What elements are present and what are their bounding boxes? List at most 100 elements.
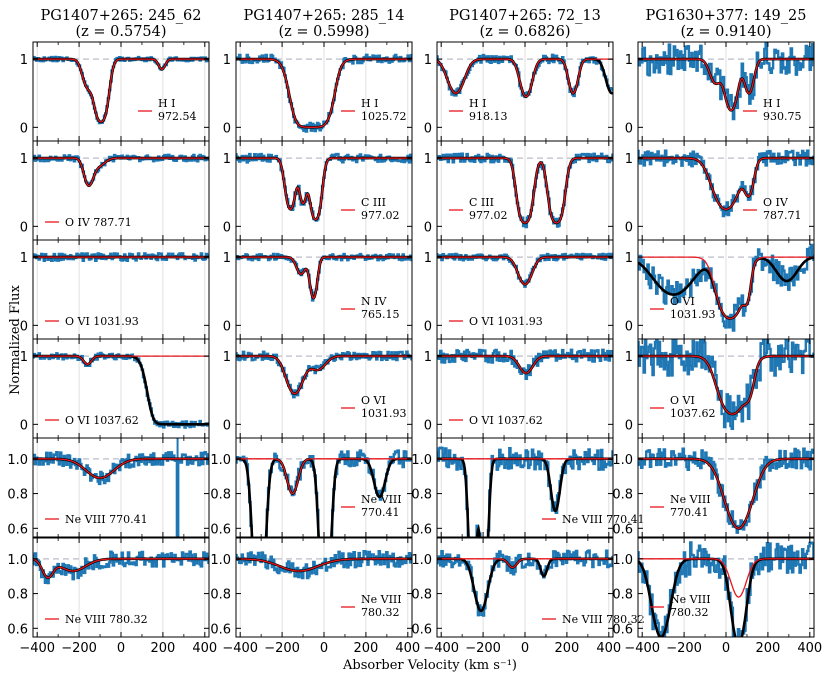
x-tick-label: 400 (596, 641, 621, 656)
x-axis-label: Absorber Velocity (km s⁻¹) (342, 658, 517, 673)
y-tick-label: 0.8 (210, 588, 231, 603)
y-tick-label: 0 (625, 220, 633, 235)
component-model (437, 355, 613, 374)
y-tick-label: 1 (625, 152, 633, 167)
component-model (33, 558, 209, 579)
spectrum-panel: 0 1 O VI 1031.93 (20, 239, 210, 340)
spectrum-panel: 0 1 C III 977.02 (424, 140, 614, 241)
y-tick-label: 0 (625, 121, 633, 136)
component-model (236, 355, 412, 395)
y-tick-label: 1.0 (411, 553, 432, 568)
spectrum-panel: 0.6 0.8 1.0 −400 −200 0 200 400 Ne VIII 780.32 (210, 537, 420, 656)
ion-label: H I 918.13 (469, 97, 508, 123)
spectrum-panel: 0 1 H I 1025.72 (223, 41, 413, 142)
x-tick-label: 0 (117, 641, 125, 656)
y-tick-label: 0.6 (210, 622, 231, 637)
ion-label: O VI 1037.62 (670, 394, 716, 420)
column-redshift: (z = 0.6826) (479, 24, 570, 40)
spectrum-panel: 0.6 0.8 1.0 Ne VIII 770.41 (612, 437, 815, 538)
y-tick-label: 1 (223, 350, 231, 365)
spectrum-panel: 0.6 0.8 1.0 Ne VIII 770.41 (411, 437, 645, 538)
ion-label: O VI 1031.93 (361, 394, 407, 420)
y-tick-label: 0 (424, 121, 432, 136)
x-tick-label: 400 (395, 641, 420, 656)
y-tick-label: 0 (20, 121, 28, 136)
y-tick-label: 0.6 (411, 622, 432, 637)
component-model (33, 58, 209, 123)
spectrum-panel: 0.6 0.8 1.0 Ne VIII 770.41 (210, 437, 413, 538)
component-model (437, 58, 613, 98)
y-tick-label: 1 (20, 53, 28, 68)
spectrum-panel: 0.6 0.8 1.0 −400 −200 0 200 400 Ne VIII 780.32 (411, 537, 645, 656)
x-tick-label: 200 (150, 641, 175, 656)
spectrum-panel: 0 1 O IV 787.71 (625, 140, 815, 241)
component-model (437, 256, 613, 286)
y-tick-label: 0.6 (411, 522, 432, 537)
component-model (638, 157, 814, 210)
spectrum-panel: 0 1 C III 977.02 (223, 140, 413, 241)
y-tick-label: 1.0 (411, 453, 432, 468)
spectrum-panel: 0 1 O VI 1037.62 (424, 338, 614, 439)
spectrum-panel: 0 1 N IV 765.15 (223, 239, 413, 340)
x-tick-label: 400 (797, 641, 822, 656)
ion-label: Ne VIII 780.32 (65, 613, 148, 626)
component-model (638, 355, 814, 415)
ion-label: H I 1025.72 (361, 97, 407, 123)
y-axis-label: Normalized Flux (8, 284, 23, 394)
ion-label: N IV 765.15 (361, 295, 400, 321)
y-tick-label: 0 (223, 121, 231, 136)
y-tick-label: 0 (625, 319, 633, 334)
y-tick-label: 1 (223, 53, 231, 68)
y-tick-label: 1 (625, 350, 633, 365)
x-tick-label: 0 (521, 641, 529, 656)
y-tick-label: 0.8 (7, 488, 28, 503)
y-tick-label: 1 (223, 251, 231, 266)
component-model (33, 157, 209, 187)
component-model (638, 458, 814, 529)
y-tick-label: 0 (223, 220, 231, 235)
y-tick-label: 1 (223, 152, 231, 167)
component-model (638, 256, 814, 320)
data-spectrum (437, 348, 613, 380)
spectrum-panel: 0 1 O VI 1037.62 (625, 338, 815, 439)
component-model (236, 458, 412, 495)
y-tick-label: 1.0 (210, 553, 231, 568)
ion-label: O VI 1031.93 (65, 315, 139, 328)
x-tick-label: −400 (222, 641, 258, 656)
ion-label: C III 977.02 (469, 196, 508, 222)
ion-label: Ne VIII 780.32 (562, 613, 645, 626)
y-tick-label: 1 (20, 350, 28, 365)
ion-label: O IV 787.71 (763, 196, 802, 222)
y-tick-label: 0.8 (612, 588, 633, 603)
component-model (236, 58, 412, 128)
y-tick-label: 0 (20, 319, 28, 334)
x-tick-label: 0 (722, 641, 730, 656)
x-tick-label: −200 (666, 641, 702, 656)
ion-label: Ne VIII 770.41 (361, 493, 402, 519)
ion-label: O VI 1037.62 (469, 414, 543, 427)
x-tick-label: −200 (465, 641, 501, 656)
y-tick-label: 0 (20, 418, 28, 433)
y-tick-label: 1 (424, 251, 432, 266)
y-tick-label: 1.0 (612, 553, 633, 568)
y-tick-label: 0 (424, 220, 432, 235)
ion-label: H I 972.54 (158, 97, 197, 123)
x-tick-label: −400 (423, 641, 459, 656)
y-tick-label: 0 (20, 220, 28, 235)
y-tick-label: 0.6 (210, 522, 231, 537)
component-model (437, 157, 613, 224)
x-tick-label: 400 (192, 641, 217, 656)
y-tick-label: 0.8 (210, 488, 231, 503)
component-model (236, 558, 412, 572)
y-tick-label: 0 (223, 418, 231, 433)
y-tick-label: 0.8 (7, 588, 28, 603)
spectrum-panel: 0.6 0.8 1.0 Ne VIII 770.41 (7, 437, 210, 538)
spectrum-panel: 0 1 O VI 1031.93 (223, 338, 413, 439)
y-tick-label: 0 (223, 319, 231, 334)
data-spectrum (638, 149, 814, 218)
y-tick-label: 0.8 (411, 488, 432, 503)
spectrum-panel: 0 1 H I 972.54 (20, 41, 210, 142)
ion-label: H I 930.75 (763, 97, 802, 123)
y-tick-label: 0.8 (411, 588, 432, 603)
